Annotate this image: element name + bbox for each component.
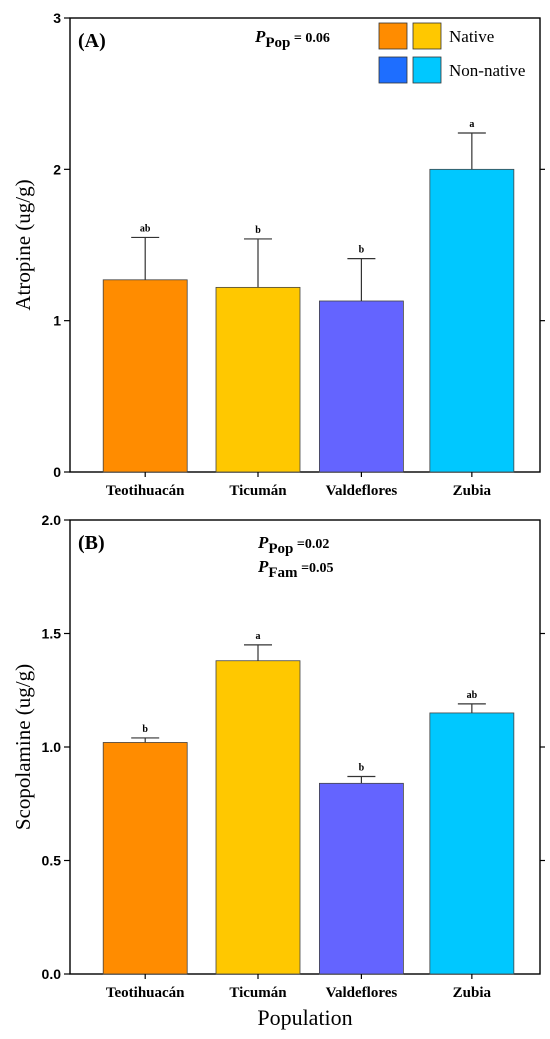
legend-swatch: [378, 22, 408, 50]
category-label: Zubia: [453, 483, 492, 499]
y-tick-label: 0.5: [42, 853, 62, 869]
significance-label: b: [142, 724, 148, 735]
bar: [318, 300, 404, 473]
y-tick-label: 0.0: [42, 966, 62, 982]
bar: [429, 712, 515, 975]
panel-b-y-axis-label: Scopolamine (ug/g): [11, 664, 35, 830]
bar: [215, 286, 301, 473]
legend-swatch: [412, 22, 442, 50]
category-label: Zubia: [453, 985, 492, 1001]
bar: [102, 742, 188, 975]
significance-label: ab: [467, 690, 478, 701]
significance-label: b: [359, 245, 365, 256]
y-tick-label: 1: [53, 313, 61, 329]
p-subscript: Fam: [268, 565, 298, 581]
bar: [429, 168, 515, 473]
legend-label: Non-native: [449, 61, 525, 80]
p-value: =0.02: [293, 537, 329, 552]
y-tick-label: 2: [53, 161, 61, 177]
p-subscript: Pop: [268, 541, 293, 557]
p-value-text: PPop = 0.06: [254, 27, 330, 51]
p-value: = 0.06: [290, 31, 329, 46]
y-tick-label: 1.0: [42, 739, 62, 755]
panel-a-p-values: PPop = 0.06: [254, 27, 330, 51]
bar: [318, 782, 404, 975]
significance-label: b: [359, 763, 365, 774]
panel-a-y-axis-label: Atropine (ug/g): [11, 179, 35, 310]
legend-label: Native: [449, 27, 494, 46]
x-axis-label: Population: [257, 1005, 352, 1030]
p-value-text: PFam =0.05: [257, 557, 334, 581]
p-symbol: P: [254, 27, 266, 46]
panel-a-plot-frame: [69, 17, 541, 473]
panel-b-label: (B): [78, 532, 105, 554]
p-value-text: PPop =0.02: [257, 533, 329, 557]
y-tick-label: 3: [53, 10, 61, 26]
legend: Native Non-native: [378, 22, 525, 84]
y-tick-label: 1.5: [42, 626, 62, 642]
y-tick-label: 0: [53, 464, 61, 480]
legend-swatch: [412, 56, 442, 84]
legend-swatch: [378, 56, 408, 84]
p-symbol: P: [257, 533, 269, 552]
panel-a-label: (A): [78, 30, 106, 52]
p-value: =0.05: [298, 561, 334, 576]
p-subscript: Pop: [265, 35, 290, 51]
significance-label: a: [469, 119, 474, 130]
category-label: Ticumán: [229, 483, 287, 499]
significance-label: a: [256, 631, 261, 642]
p-symbol: P: [257, 557, 269, 576]
significance-label: ab: [140, 223, 151, 234]
bar: [102, 279, 188, 473]
category-label: Ticumán: [229, 985, 287, 1001]
significance-label: b: [255, 225, 261, 236]
y-tick-label: 2.0: [42, 512, 62, 528]
category-label: Teotihuacán: [106, 483, 185, 499]
panel-a-atropine: (A) Atropine (ug/g) PPop = 0.06 Native No…: [11, 10, 545, 499]
category-label: Valdeflores: [326, 985, 398, 1001]
category-label: Teotihuacán: [106, 985, 185, 1001]
category-label: Valdeflores: [326, 483, 398, 499]
bar: [215, 660, 301, 975]
panel-b-scopolamine: (B) Scopolamine (ug/g) Population PPop =…: [11, 512, 545, 1030]
